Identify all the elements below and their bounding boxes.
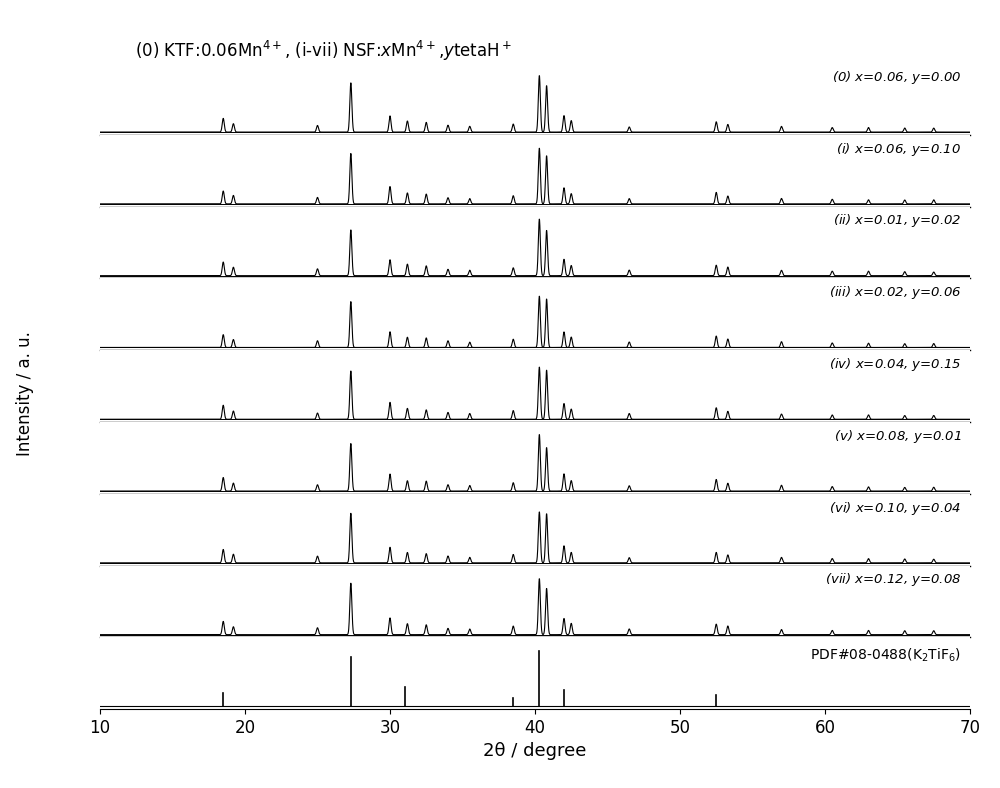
Text: (v) $x$=0.08, $y$=0.01: (v) $x$=0.08, $y$=0.01 bbox=[834, 428, 961, 445]
Text: (vi) $x$=0.10, $y$=0.04: (vi) $x$=0.10, $y$=0.04 bbox=[829, 500, 961, 517]
Text: (ii) $x$=0.01, $y$=0.02: (ii) $x$=0.01, $y$=0.02 bbox=[833, 213, 961, 229]
Text: (i) $x$=0.06, $y$=0.10: (i) $x$=0.06, $y$=0.10 bbox=[836, 141, 961, 158]
Text: (vii) $x$=0.12, $y$=0.08: (vii) $x$=0.12, $y$=0.08 bbox=[825, 571, 961, 589]
Text: (0) KTF:0.06Mn$^{4+}$, (i-vii) NSF:$x$Mn$^{4+}$,$y$tetaH$^+$: (0) KTF:0.06Mn$^{4+}$, (i-vii) NSF:$x$Mn… bbox=[135, 39, 512, 63]
Text: PDF#08-0488(K$_2$TiF$_6$): PDF#08-0488(K$_2$TiF$_6$) bbox=[810, 647, 961, 664]
Text: (iv) $x$=0.04, $y$=0.15: (iv) $x$=0.04, $y$=0.15 bbox=[829, 356, 961, 373]
X-axis label: 2θ / degree: 2θ / degree bbox=[483, 742, 587, 760]
Text: (0) $x$=0.06, $y$=0.00: (0) $x$=0.06, $y$=0.00 bbox=[832, 69, 961, 86]
Text: (iii) $x$=0.02, $y$=0.06: (iii) $x$=0.02, $y$=0.06 bbox=[829, 284, 961, 301]
Text: Intensity / a. u.: Intensity / a. u. bbox=[16, 332, 34, 456]
